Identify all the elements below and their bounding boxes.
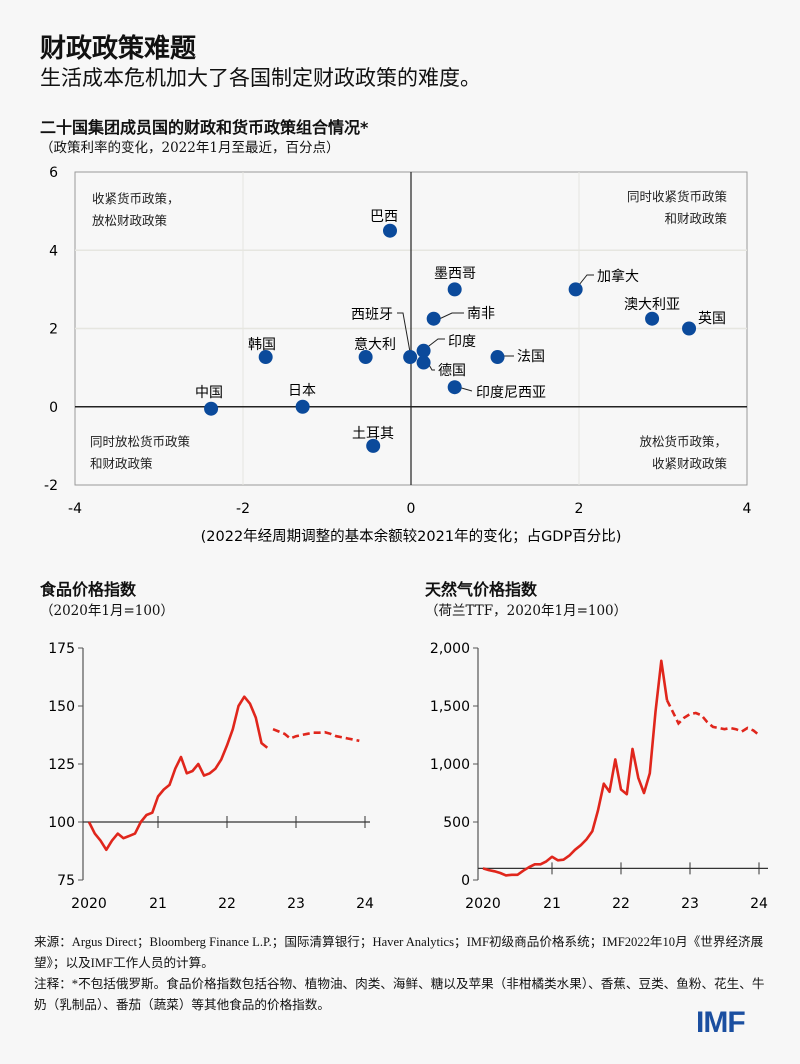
scatter-point-label: 日本 — [288, 383, 316, 399]
scatter-point — [447, 282, 462, 297]
scatter-y-tick-label: 2 — [49, 322, 58, 338]
scatter-point-label: 德国 — [438, 363, 466, 379]
scatter-x-tick-label: -2 — [236, 501, 250, 517]
gas-chart-subtitle: （荷兰TTF，2020年1月=100） — [425, 603, 628, 619]
projection-series-line — [272, 727, 360, 743]
quadrant-label-bottom-right: 收紧财政政策 — [652, 456, 728, 471]
quadrant-label-top-right: 和财政政策 — [664, 211, 727, 226]
x-tick-label: 24 — [750, 896, 768, 912]
scatter-x-axis-label: (2022年经周期调整的基本余额较2021年的变化；占GDP百分比) — [201, 527, 622, 545]
x-tick-label: 21 — [543, 896, 561, 912]
x-tick-label: 22 — [612, 896, 630, 912]
y-tick-label: 175 — [48, 641, 75, 657]
scatter-point-label: 南非 — [467, 306, 495, 322]
x-tick-label: 2020 — [71, 896, 107, 912]
scatter-point — [258, 350, 273, 365]
scatter-point — [403, 350, 418, 365]
x-tick-label: 23 — [681, 896, 699, 912]
leader-line — [397, 312, 411, 353]
imf-logo: IMF — [696, 1006, 746, 1039]
scatter-point — [426, 311, 441, 326]
actual-series-line — [482, 659, 669, 877]
x-tick-label: 21 — [149, 896, 167, 912]
scatter-point-label: 巴西 — [370, 209, 398, 225]
scatter-point-label: 印度尼西亚 — [476, 385, 546, 401]
scatter-y-tick-label: 6 — [49, 165, 58, 181]
actual-series-line — [87, 695, 269, 852]
page-subtitle: 生活成本危机加大了各国制定财政政策的难度。 — [40, 66, 481, 90]
x-tick-label: 2020 — [465, 896, 501, 912]
x-tick-label: 22 — [218, 896, 236, 912]
scatter-point-label: 中国 — [195, 385, 223, 401]
scatter-point-label: 英国 — [698, 310, 726, 327]
y-tick-label: 500 — [443, 815, 470, 831]
scatter-point-label: 韩国 — [248, 337, 276, 353]
scatter-point — [295, 399, 310, 414]
source-note: 来源：Argus Direct；Bloomberg Finance L.P.；国… — [34, 935, 764, 970]
y-tick-label: 100 — [48, 815, 75, 831]
scatter-x-tick-label: 2 — [575, 501, 584, 517]
leader-line — [424, 338, 445, 350]
scatter-point-label: 土耳其 — [352, 426, 394, 442]
scatter-point — [416, 343, 431, 358]
projection-series-line — [665, 699, 760, 737]
leader-line — [578, 274, 594, 286]
scatter-y-tick-label: 0 — [49, 400, 58, 416]
x-tick-label: 23 — [287, 896, 305, 912]
scatter-point — [416, 355, 431, 370]
food-chart-subtitle: （2020年1月=100） — [40, 603, 175, 619]
y-tick-label: 1,000 — [430, 757, 470, 773]
scatter-point — [568, 282, 583, 297]
scatter-point — [645, 311, 660, 326]
scatter-point-label: 法国 — [517, 349, 545, 365]
y-tick-label: 75 — [57, 873, 75, 889]
scatter-point-label: 加拿大 — [597, 268, 639, 285]
scatter-point-label: 印度 — [448, 334, 476, 350]
footnote: 注释：*不包括俄罗斯。食品价格指数包括谷物、植物油、肉类、海鲜、糖以及苹果（非柑… — [34, 977, 765, 1012]
y-tick-label: 2,000 — [430, 641, 470, 657]
y-tick-label: 150 — [48, 699, 75, 715]
y-tick-label: 1,500 — [430, 699, 470, 715]
scatter-y-tick-label: 4 — [49, 243, 58, 259]
scatter-point — [358, 350, 373, 365]
y-tick-label: 125 — [48, 757, 75, 773]
quadrant-label-bottom-right: 放松货币政策， — [639, 434, 727, 449]
quadrant-label-top-left: 收紧货币政策， — [92, 191, 180, 206]
quadrant-label-top-right: 同时收紧货币政策 — [627, 189, 728, 204]
food-chart-title: 食品价格指数 — [40, 580, 137, 599]
y-tick-label: 0 — [461, 873, 470, 889]
scatter-x-tick-label: 0 — [407, 501, 416, 517]
scatter-y-tick-label: -2 — [44, 478, 58, 494]
scatter-point-label: 澳大利亚 — [624, 297, 680, 313]
scatter-point — [490, 350, 505, 365]
scatter-point-label: 意大利 — [354, 336, 396, 353]
x-tick-label: 24 — [356, 896, 374, 912]
page-title: 财政政策难题 — [40, 34, 197, 64]
scatter-title: 二十国集团成员国的财政和货币政策组合情况* — [40, 118, 369, 137]
leader-line — [436, 312, 464, 321]
quadrant-label-bottom-left: 同时放松货币政策 — [90, 434, 191, 449]
footer: 来源：Argus Direct；Bloomberg Finance L.P.；国… — [34, 932, 774, 1016]
quadrant-label-top-left: 放松财政政策 — [92, 213, 168, 228]
scatter-point — [204, 401, 219, 416]
scatter-point — [682, 321, 697, 336]
gas-chart-title: 天然气价格指数 — [425, 580, 538, 599]
scatter-x-tick-label: -4 — [68, 501, 82, 517]
scatter-point — [366, 438, 381, 453]
scatter-point — [447, 380, 462, 395]
scatter-point-label: 墨西哥 — [434, 266, 476, 282]
scatter-x-tick-label: 4 — [743, 501, 752, 517]
scatter-point-label: 西班牙 — [351, 307, 393, 323]
scatter-point — [383, 223, 397, 238]
quadrant-label-bottom-left: 和财政政策 — [90, 456, 153, 471]
scatter-subtitle: （政策利率的变化，2022年1月至最近，百分点） — [40, 140, 340, 156]
